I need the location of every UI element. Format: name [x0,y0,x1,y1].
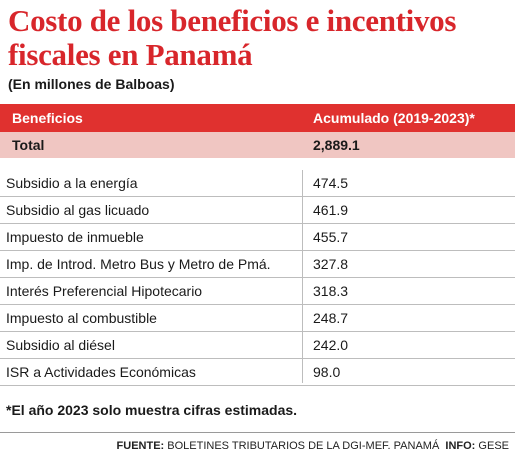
row-value: 327.8 [313,256,349,272]
header-beneficios: Beneficios [12,110,83,126]
source-credit: FUENTE: BOLETINES TRIBUTARIOS DE LA DGI-… [117,440,509,452]
table-row: Impuesto al combustible 248.7 [0,305,515,332]
total-label: Total [12,137,45,153]
row-value: 474.5 [313,175,349,191]
row-value: 248.7 [313,310,349,326]
chart-title: Costo de los beneficios e incentivos fis… [8,3,457,72]
table-header: Beneficios Acumulado (2019-2023)* [0,104,515,132]
row-label: ISR a Actividades Económicas [6,364,196,380]
footnote: *El año 2023 solo muestra cifras estimad… [6,402,298,418]
row-label: Subsidio al diésel [6,337,115,353]
footer-divider [0,432,515,433]
source-info-label: INFO: [445,440,476,452]
column-divider [302,170,303,383]
row-value: 318.3 [313,283,349,299]
chart-subtitle: (En millones de Balboas) [8,76,175,92]
row-label: Subsidio al gas licuado [6,202,150,218]
row-value: 98.0 [313,364,341,380]
table-row: ISR a Actividades Económicas 98.0 [0,359,515,386]
source-info-text: GESE [478,440,509,452]
row-value: 461.9 [313,202,349,218]
header-acumulado: Acumulado (2019-2023)* [313,110,475,126]
row-value: 455.7 [313,229,349,245]
table-body: Subsidio a la energía 474.5 Subsidio al … [0,170,515,386]
table-row: Impuesto de inmueble 455.7 [0,224,515,251]
row-label: Impuesto de inmueble [6,229,144,245]
table-row: Subsidio a la energía 474.5 [0,170,515,197]
table-row: Interés Preferencial Hipotecario 318.3 [0,278,515,305]
row-value: 242.0 [313,337,349,353]
row-label: Imp. de Introd. Metro Bus y Metro de Pmá… [6,256,271,272]
source-fuente-label: FUENTE: [116,440,165,452]
table-row: Imp. de Introd. Metro Bus y Metro de Pmá… [0,251,515,278]
total-value: 2,889.1 [313,137,360,153]
row-label: Impuesto al combustible [6,310,157,326]
total-row: Total 2,889.1 [0,132,515,158]
table-row: Subsidio al gas licuado 461.9 [0,197,515,224]
row-label: Subsidio a la energía [6,175,138,191]
source-fuente-text: BOLETINES TRIBUTARIOS DE LA DGI-MEF. PAN… [167,440,440,452]
row-label: Interés Preferencial Hipotecario [6,283,203,299]
table-row: Subsidio al diésel 242.0 [0,332,515,359]
